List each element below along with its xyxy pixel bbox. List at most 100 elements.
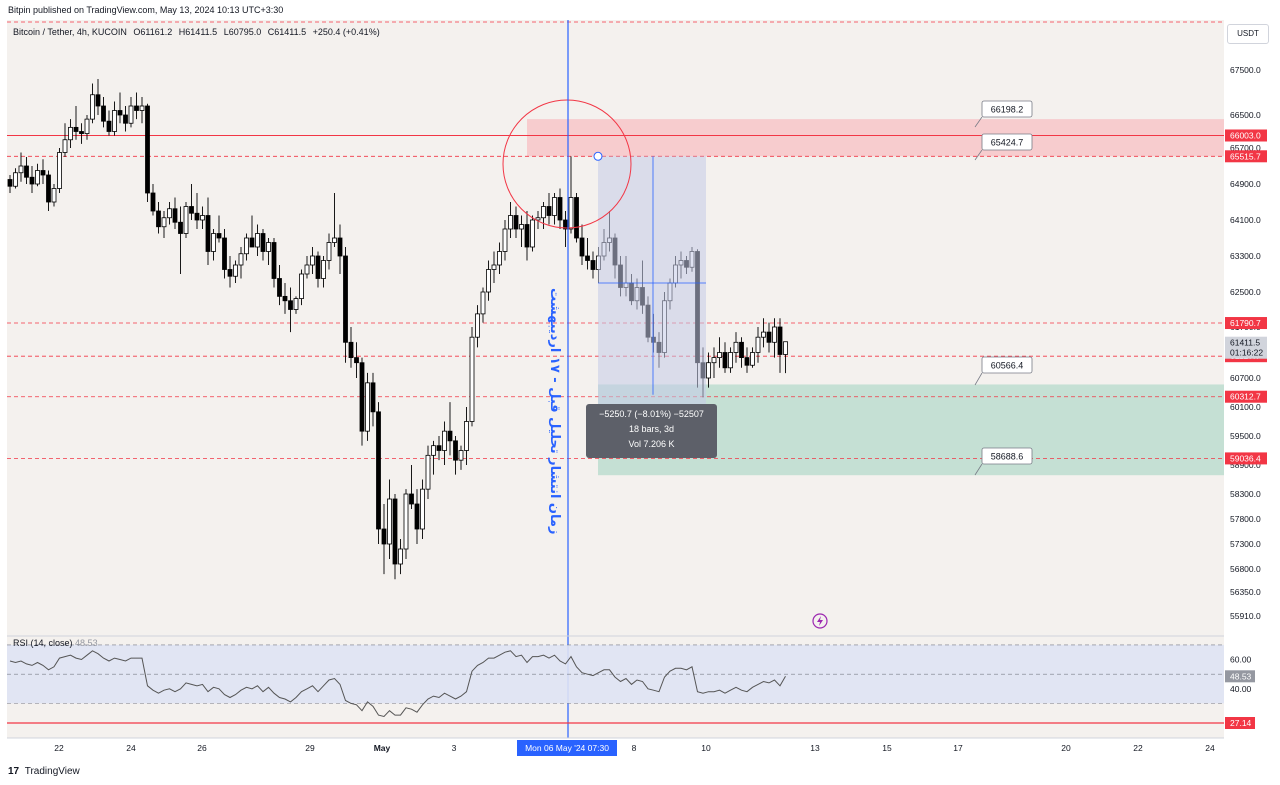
candle-body-down [337, 237, 343, 257]
callout-value: 58688.6 [991, 452, 1024, 462]
rsi-tick-label: 40.00 [1230, 684, 1252, 694]
candle-body-up [51, 188, 57, 203]
candle [409, 465, 414, 509]
candle [117, 92, 123, 124]
x-tick-label: 20 [1061, 743, 1071, 753]
candle-body-down [178, 221, 183, 234]
candle-body-up [62, 139, 68, 153]
candle [546, 193, 552, 225]
candle [288, 287, 293, 333]
measure-tooltip: −5250.7 (−8.01%) −52507 18 bars, 3d Vol … [586, 404, 717, 458]
candle-body-up [728, 352, 733, 369]
candle [530, 215, 535, 252]
price-label-text: 59036.4 [1230, 453, 1261, 463]
tradingview-logo-icon: 17 [8, 766, 20, 777]
candle [535, 211, 541, 229]
candle [84, 115, 90, 140]
candle [370, 372, 376, 427]
candle-body-down [392, 498, 398, 565]
candle [552, 193, 557, 225]
candle [222, 229, 227, 279]
candle-body-down [414, 503, 420, 530]
candle-body-up [310, 255, 315, 266]
rsi-legend: RSI (14, close) 48.53 [13, 638, 98, 648]
ohlc-open: O61161.2 [133, 27, 173, 37]
candle [414, 489, 420, 544]
candle [73, 106, 79, 140]
candle-body-down [145, 105, 150, 194]
candle-body-up [304, 264, 310, 275]
candle-body-up [535, 217, 541, 221]
candle [13, 168, 18, 189]
candle [403, 489, 409, 559]
candle-body-up [486, 269, 491, 293]
candle [519, 215, 524, 247]
candle [722, 342, 728, 373]
candle [475, 305, 480, 348]
candle [7, 175, 13, 193]
candle-body-down [7, 179, 13, 187]
candle [783, 341, 788, 374]
candle [766, 322, 772, 353]
price-label-text: 65515.7 [1230, 151, 1261, 161]
candle-body-up [90, 94, 95, 120]
candle [359, 357, 365, 446]
candle-body-down [376, 411, 381, 530]
candle-body-down [348, 341, 354, 358]
candle-body-down [134, 105, 139, 111]
candle [337, 224, 343, 274]
candle [557, 188, 563, 229]
candle [167, 202, 172, 225]
candle [156, 202, 161, 234]
candle [238, 247, 244, 279]
candle-body-down [766, 331, 772, 343]
candle [513, 206, 519, 238]
candle-body-down [574, 197, 579, 239]
currency-button[interactable]: USDT [1227, 24, 1269, 44]
candle-body-down [590, 260, 596, 270]
candle-body-up [568, 197, 574, 230]
rsi-tick-label: 60.00 [1230, 655, 1252, 665]
rsi-value-bg [1225, 670, 1255, 683]
candle-body-up [750, 352, 755, 366]
candle [150, 184, 156, 216]
candle [200, 206, 205, 229]
candle-body-up [13, 172, 18, 187]
candle-body-up [18, 165, 24, 174]
candle-body-up [502, 228, 508, 252]
candle [480, 287, 486, 323]
candle-body-up [266, 242, 271, 252]
candle [123, 106, 128, 132]
lightning-icon [812, 613, 828, 629]
candle [189, 184, 194, 220]
ohlc-low: L60795.0 [223, 27, 262, 37]
x-tick-label: 8 [632, 743, 637, 753]
rsi-value-label: 48.53 [1230, 671, 1252, 681]
candle [18, 152, 24, 182]
x-tick-label: May [374, 743, 391, 753]
y-tick-label: 63300.0 [1230, 251, 1261, 261]
rsi-band [7, 644, 1224, 704]
candle [524, 211, 530, 261]
callout-box [981, 356, 1033, 374]
candle-body-up [420, 488, 425, 530]
candle [227, 256, 233, 288]
rsi-lower-label: 27.14 [1230, 718, 1252, 728]
candle-body-up [497, 251, 502, 266]
candle [585, 238, 590, 270]
candle [376, 402, 381, 544]
y-tick-label: 58300.0 [1230, 489, 1261, 499]
candle-body-up [398, 548, 403, 565]
callout-box [981, 133, 1033, 151]
tradingview-brand: TradingView [24, 766, 80, 777]
candle [24, 157, 29, 184]
callout-leader [974, 149, 983, 161]
candle [112, 101, 117, 136]
candle-body-down [40, 170, 46, 176]
price-label-text: 60312.7 [1230, 392, 1261, 402]
candle-body-down [359, 362, 365, 432]
candle-body-up [321, 260, 326, 279]
resistance-zone [527, 119, 1224, 157]
candle-body-up [783, 341, 788, 355]
